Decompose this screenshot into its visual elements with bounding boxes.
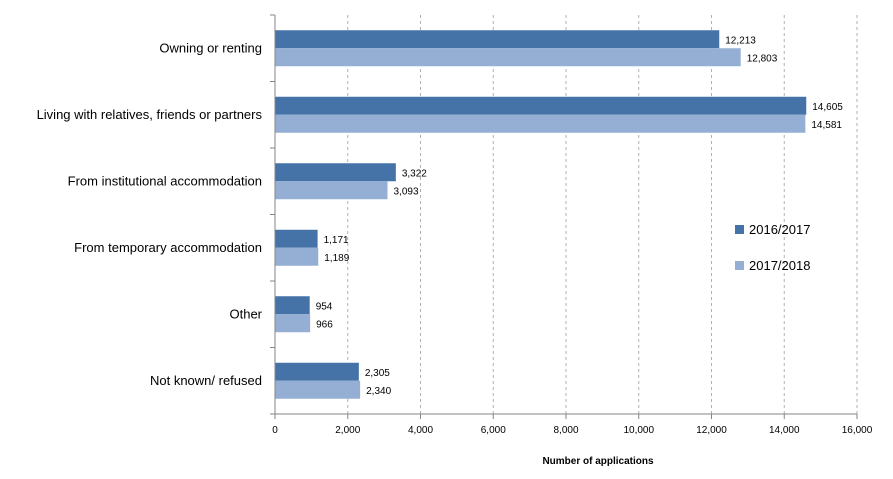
data-label: 3,093 bbox=[394, 186, 419, 197]
data-label: 14,581 bbox=[811, 120, 842, 131]
data-label: 12,213 bbox=[725, 35, 756, 46]
data-label: 2,340 bbox=[366, 386, 391, 397]
category-label: Other bbox=[229, 306, 262, 321]
x-tick-label: 0 bbox=[272, 425, 278, 436]
bar-series-1 bbox=[275, 30, 720, 49]
data-label: 3,322 bbox=[402, 168, 427, 179]
category-label: From temporary accommodation bbox=[74, 240, 262, 255]
legend-label: 2016/2017 bbox=[749, 222, 810, 237]
bars bbox=[275, 30, 807, 399]
bar-series-1 bbox=[275, 296, 310, 315]
x-tick-label: 12,000 bbox=[696, 425, 727, 436]
legend: 2016/2017 2017/2018 bbox=[735, 222, 810, 273]
data-label: 954 bbox=[316, 301, 333, 312]
x-tick-label: 16,000 bbox=[842, 425, 873, 436]
data-label: 966 bbox=[316, 319, 333, 330]
x-tick-label: 10,000 bbox=[623, 425, 654, 436]
category-label: Owning or renting bbox=[159, 40, 262, 55]
data-label: 1,171 bbox=[324, 235, 349, 246]
legend-label: 2017/2018 bbox=[749, 258, 810, 273]
x-axis-title: Number of applications bbox=[542, 456, 654, 467]
bar-series-2 bbox=[275, 48, 741, 67]
x-tick-label: 4,000 bbox=[408, 425, 433, 436]
bar-series-2 bbox=[275, 247, 319, 266]
data-label: 1,189 bbox=[324, 253, 349, 264]
labels: 0 2,000 4,000 6,000 8,000 10,000 12,000 14,000 1… bbox=[37, 35, 873, 436]
gridlines bbox=[347, 15, 858, 414]
bar-series-1 bbox=[275, 96, 807, 115]
x-tick-label: 14,000 bbox=[769, 425, 800, 436]
bar-series-1 bbox=[275, 229, 318, 248]
data-label: 2,305 bbox=[365, 368, 390, 379]
legend-swatch bbox=[735, 225, 744, 234]
x-tick-label: 2,000 bbox=[335, 425, 360, 436]
category-label: From institutional accommodation bbox=[68, 173, 262, 188]
axes bbox=[270, 14, 858, 419]
bar-series-1 bbox=[275, 362, 359, 381]
category-label: Not known/ refused bbox=[150, 373, 262, 388]
x-tick-label: 6,000 bbox=[481, 425, 506, 436]
bar-series-2 bbox=[275, 181, 388, 200]
bar-series-2 bbox=[275, 380, 361, 399]
x-tick-label: 8,000 bbox=[553, 425, 578, 436]
bar-series-1 bbox=[275, 163, 396, 182]
data-label: 12,803 bbox=[747, 53, 778, 64]
data-label: 14,605 bbox=[812, 102, 843, 113]
bar-series-2 bbox=[275, 314, 311, 333]
legend-swatch bbox=[735, 261, 744, 270]
category-label: Living with relatives, friends or partne… bbox=[37, 107, 263, 122]
bar-series-2 bbox=[275, 114, 806, 133]
